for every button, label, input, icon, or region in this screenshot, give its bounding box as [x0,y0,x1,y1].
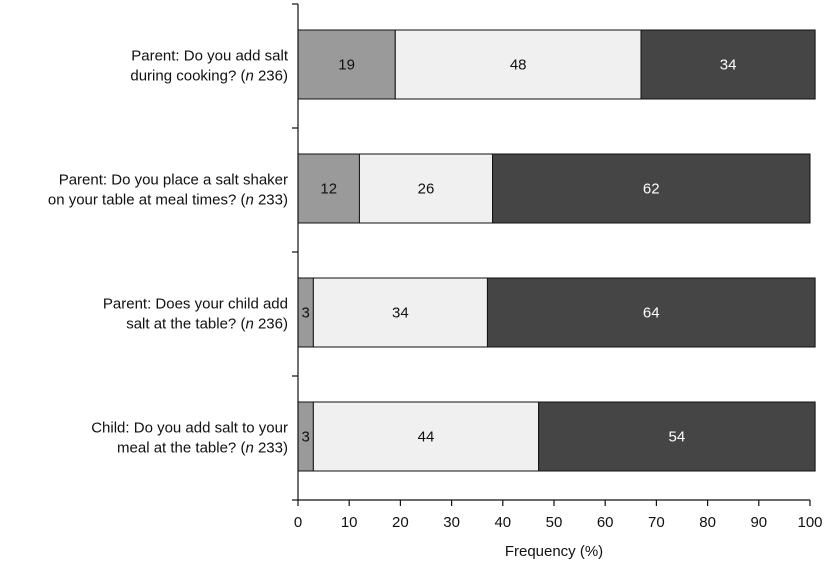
x-tick-label: 70 [648,514,665,531]
bar-segment-2-1 [297,153,360,224]
x-tick-label: 10 [341,514,358,531]
category-label-line2: meal at the table? (n 233) [117,440,288,457]
category-label-line2: on your table at meal times? (n 233) [48,192,288,209]
bar-segment-2-2 [358,153,494,224]
bar-value-label-3-2: 34 [392,305,409,322]
x-tick-label: 80 [699,514,716,531]
x-tick-label: 40 [494,514,511,531]
bar-segment-1-1 [297,29,396,100]
bar-segment-2-3 [492,153,811,224]
bar-segment-3-3 [486,277,816,348]
x-tick-label: 60 [597,514,614,531]
x-axis-title: Frequency (%) [505,543,603,560]
bar-segment-3-2 [312,277,488,348]
x-tick-label: 30 [443,514,460,531]
bar-value-label-1-3: 34 [720,57,737,74]
bar-value-label-4-2: 44 [418,429,435,446]
x-tick-label: 90 [750,514,767,531]
bar-value-label-2-1: 12 [320,181,337,198]
x-tick-label: 0 [294,514,302,531]
bars-layer: 19 48 34 12 26 62 3 34 64 3 44 54 [297,29,816,472]
category-label-line2: during cooking? (n 236) [130,68,288,85]
category-label-line2: salt at the table? (n 236) [126,316,288,333]
bar-value-label-4-1: 3 [302,429,310,446]
category-labels: Parent: Do you add salt during cooking? (… [48,48,289,457]
category-label-line1: Child: Do you add salt to your [91,420,288,437]
bar-segment-1-2 [394,29,642,100]
category-label-line1: Parent: Do you place a salt shaker [59,172,288,189]
bar-segment-1-3 [640,29,816,100]
x-tick-label: 20 [392,514,409,531]
bar-value-label-2-2: 26 [418,181,435,198]
axes-layer: 0 10 20 30 40 50 60 70 80 90 100 [292,3,823,531]
category-label-line1: Parent: Does your child add [103,296,288,313]
bar-value-label-4-3: 54 [669,429,686,446]
bar-segment-4-3 [538,401,816,472]
category-label-line1: Parent: Do you add salt [131,48,289,65]
bar-value-label-2-3: 62 [643,181,660,198]
bar-value-label-1-2: 48 [510,57,527,74]
bar-value-label-3-3: 64 [643,305,660,322]
x-tick-label: 100 [797,514,822,531]
bar-value-label-1-1: 19 [338,57,355,74]
bar-value-label-3-1: 3 [302,305,310,322]
x-tick-label: 50 [546,514,563,531]
bar-segment-4-2 [312,401,540,472]
